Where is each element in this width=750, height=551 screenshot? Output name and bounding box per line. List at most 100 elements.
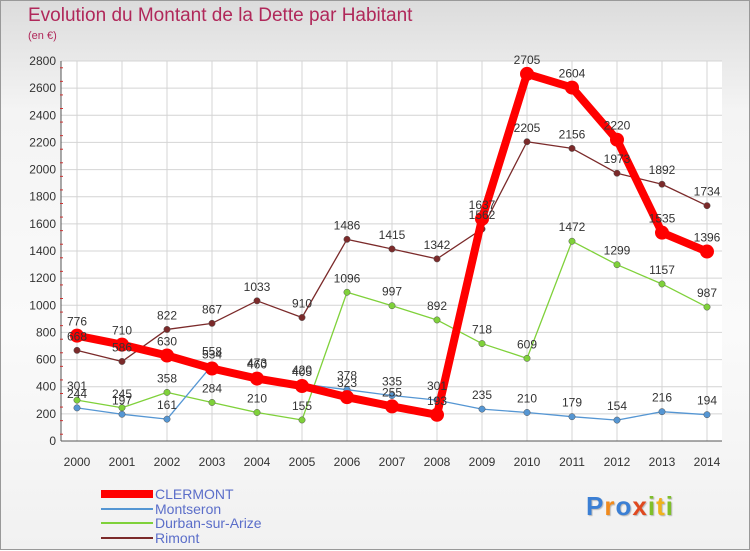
data-point [700, 244, 714, 259]
x-tick-label: 2011 [559, 455, 585, 469]
proxiti-logo: Proxiti [586, 491, 674, 521]
y-tick-label: 400 [36, 380, 56, 394]
data-point [568, 144, 576, 152]
data-point [658, 408, 666, 416]
data-label: 609 [517, 337, 537, 351]
data-point [208, 319, 216, 327]
x-tick-label: 2003 [199, 455, 226, 469]
data-label: 420 [292, 363, 312, 377]
data-label: 2705 [514, 53, 541, 67]
legend-label: CLERMONT [155, 486, 234, 502]
data-label: 235 [472, 388, 492, 402]
data-label: 1472 [559, 220, 586, 234]
data-label: 1396 [694, 231, 721, 245]
data-point [73, 346, 81, 354]
data-point [253, 409, 261, 416]
data-point [703, 303, 711, 311]
x-tick-label: 2014 [694, 455, 721, 469]
chart-title: Evolution du Montant de la Dette par Hab… [28, 5, 413, 26]
y-tick-label: 2600 [29, 81, 56, 95]
data-label: 1637 [469, 198, 496, 212]
data-point [478, 340, 486, 348]
data-point [613, 169, 621, 177]
data-label: 161 [157, 398, 177, 412]
data-point [613, 416, 621, 424]
x-tick-label: 2008 [424, 455, 451, 469]
data-label: 668 [67, 329, 87, 343]
data-point [118, 358, 126, 365]
data-label: 776 [67, 315, 87, 329]
x-tick-label: 2002 [154, 455, 181, 469]
data-label: 154 [607, 399, 627, 413]
data-label: 323 [337, 376, 357, 390]
y-tick-label: 2200 [29, 135, 56, 149]
data-label: 179 [562, 396, 582, 410]
data-label: 245 [112, 387, 132, 401]
data-point [343, 288, 351, 296]
data-label: 630 [157, 335, 177, 349]
y-tick-label: 800 [36, 325, 56, 339]
data-point [568, 237, 576, 245]
data-label: 2604 [559, 67, 586, 81]
data-label: 378 [337, 369, 357, 383]
y-tick-label: 1400 [29, 244, 56, 258]
data-point [610, 132, 624, 147]
legend-swatch [101, 522, 153, 524]
data-label: 997 [382, 285, 402, 299]
data-label: 910 [292, 297, 312, 311]
chart-unit: (en €) [28, 30, 57, 42]
y-tick-label: 1600 [29, 217, 56, 231]
data-point [385, 399, 399, 414]
data-point [73, 404, 81, 412]
data-label: 1562 [469, 208, 496, 222]
y-tick-label: 1800 [29, 190, 56, 204]
data-label: 358 [157, 371, 177, 385]
data-label: 1033 [244, 280, 271, 294]
legend-label: Durban-sur-Arize [155, 515, 262, 531]
data-label: 405 [292, 365, 312, 379]
data-label: 892 [427, 299, 447, 313]
legend-swatch [101, 507, 153, 510]
y-tick-label: 0 [49, 434, 56, 448]
data-point [703, 202, 711, 210]
x-tick-label: 2010 [514, 455, 541, 469]
data-label: 586 [112, 340, 132, 354]
data-label: 1535 [649, 212, 676, 226]
data-point [298, 416, 306, 424]
data-label: 1486 [334, 218, 361, 232]
data-point [430, 407, 444, 422]
y-tick-label: 1000 [29, 298, 56, 312]
x-tick-label: 2000 [64, 455, 91, 469]
data-label: 194 [697, 394, 717, 408]
data-point [475, 211, 489, 226]
data-label: 460 [247, 358, 267, 372]
data-point [658, 280, 666, 288]
data-point [163, 388, 171, 396]
data-point [568, 413, 576, 421]
data-point [295, 379, 309, 394]
data-label: 197 [112, 393, 132, 407]
data-label: 216 [652, 391, 672, 405]
data-point [658, 180, 666, 188]
data-label: 987 [697, 286, 717, 300]
data-point [343, 235, 351, 243]
x-tick-label: 2009 [469, 455, 496, 469]
y-tick-label: 200 [36, 407, 56, 421]
data-label: 558 [202, 344, 222, 358]
data-label: 155 [292, 399, 312, 413]
y-tick-label: 2400 [29, 108, 56, 122]
data-label: 210 [517, 392, 537, 406]
data-label: 534 [202, 348, 222, 362]
data-label: 1342 [424, 238, 451, 252]
x-tick-label: 2001 [109, 455, 136, 469]
data-point [433, 316, 441, 324]
data-point [70, 328, 84, 343]
data-label: 1973 [604, 152, 631, 166]
data-label: 284 [202, 381, 222, 395]
data-point [613, 261, 621, 269]
data-point [160, 348, 174, 363]
data-point [250, 371, 264, 386]
data-point [565, 80, 579, 95]
data-label: 244 [67, 387, 87, 401]
